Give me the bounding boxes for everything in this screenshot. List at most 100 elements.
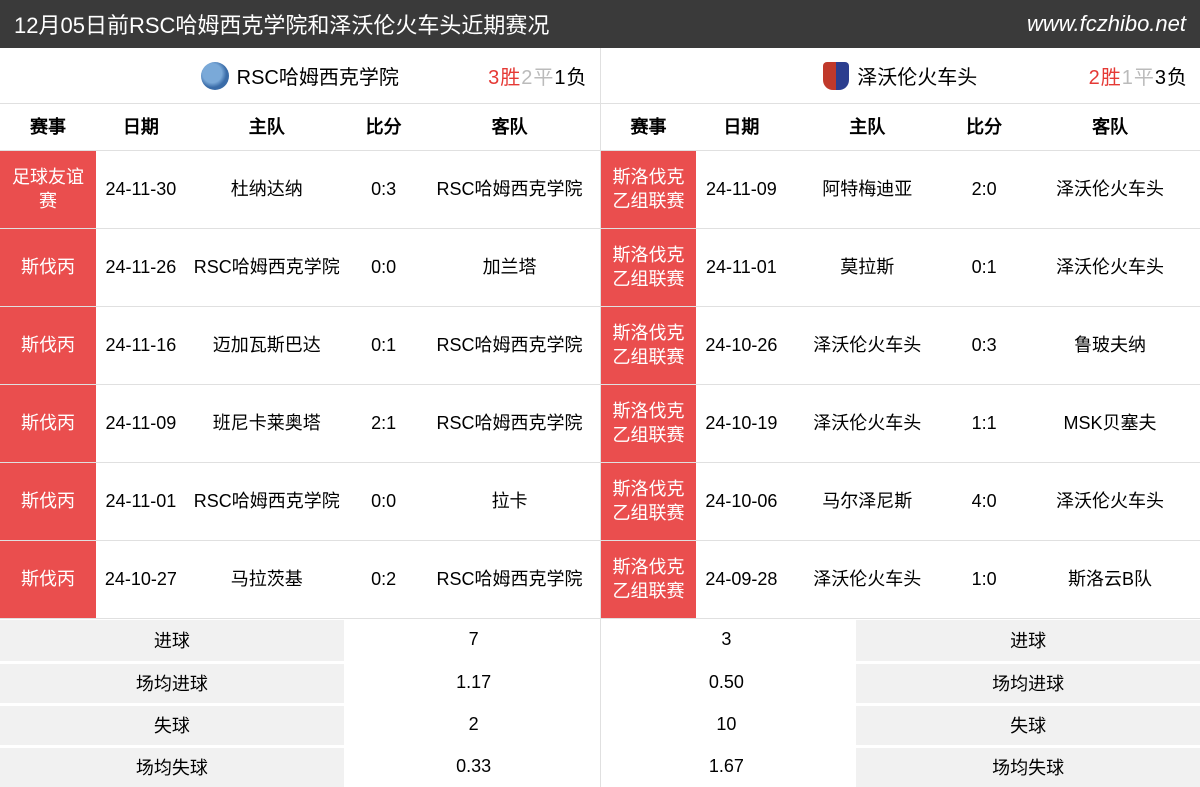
right-team-header: 泽沃伦火车头 2胜1平3负 [601,48,1200,104]
right-record-draw: 1平 [1122,67,1155,89]
col-away: 客队 [420,104,600,150]
stats-row: 场均进球 1.17 [0,661,600,703]
event-cell: 斯洛伐克乙组联赛 [601,306,697,384]
home-cell: 班尼卡莱奥塔 [186,384,348,462]
event-cell: 斯洛伐克乙组联赛 [601,540,697,618]
left-results-table: 赛事 日期 主队 比分 客队 足球友谊赛24-11-30杜纳达纳0:3RSC哈姆… [0,104,600,619]
col-date: 日期 [96,104,186,150]
event-cell: 斯洛伐克乙组联赛 [601,462,697,540]
score-cell: 0:0 [348,462,420,540]
date-cell: 24-11-16 [96,306,186,384]
left-record-loss: 1负 [554,67,587,89]
score-cell: 2:0 [948,150,1020,228]
date-cell: 24-11-09 [696,150,786,228]
score-cell: 1:1 [948,384,1020,462]
stats-row: 进球 7 [0,619,600,661]
right-team-name: 泽沃伦火车头 [857,61,977,90]
title-bar: 12月05日前RSC哈姆西克学院和泽沃伦火车头近期赛况 www.fczhibo.… [0,0,1200,48]
stats-row: 失球 2 [0,703,600,745]
stats-row: 10 失球 [601,703,1200,745]
away-cell: RSC哈姆西克学院 [420,384,600,462]
left-record-draw: 2平 [521,67,554,89]
stat-val-conceded: 10 [601,705,853,745]
right-record-loss: 3负 [1155,67,1188,89]
left-record: 3胜2平1负 [399,61,588,90]
left-team-name: RSC哈姆西克学院 [237,61,399,90]
stat-label-goals: 进球 [0,619,348,661]
date-cell: 24-11-09 [96,384,186,462]
stat-label-avg-goals: 场均进球 [0,663,348,703]
stat-val-avg-goals: 0.50 [601,663,853,703]
score-cell: 2:1 [348,384,420,462]
stat-label-avg-conceded: 场均失球 [852,747,1200,787]
date-cell: 24-11-30 [96,150,186,228]
stat-label-conceded: 失球 [852,705,1200,745]
date-cell: 24-11-01 [696,228,786,306]
col-score: 比分 [348,104,420,150]
col-event: 赛事 [601,104,697,150]
date-cell: 24-09-28 [696,540,786,618]
right-panel: 泽沃伦火车头 2胜1平3负 赛事 日期 主队 比分 客队 斯洛伐克乙组联赛24-… [601,48,1200,787]
left-team-header: RSC哈姆西克学院 3胜2平1负 [0,48,600,104]
date-cell: 24-10-06 [696,462,786,540]
table-row: 足球友谊赛24-11-30杜纳达纳0:3RSC哈姆西克学院 [0,150,600,228]
away-cell: 鲁玻夫纳 [1020,306,1200,384]
away-cell: 加兰塔 [420,228,600,306]
right-record: 2胜1平3负 [977,61,1188,90]
away-cell: RSC哈姆西克学院 [420,150,600,228]
table-row: 斯洛伐克乙组联赛24-11-09阿特梅迪亚2:0泽沃伦火车头 [601,150,1200,228]
home-cell: 杜纳达纳 [186,150,348,228]
table-row: 斯洛伐克乙组联赛24-10-19泽沃伦火车头1:1MSK贝塞夫 [601,384,1200,462]
event-cell: 斯伐丙 [0,462,96,540]
table-row: 斯伐丙24-10-27马拉茨基0:2RSC哈姆西克学院 [0,540,600,618]
date-cell: 24-10-26 [696,306,786,384]
date-cell: 24-10-27 [96,540,186,618]
stat-val-avg-goals: 1.17 [348,663,600,703]
home-cell: 迈加瓦斯巴达 [186,306,348,384]
event-cell: 斯伐丙 [0,306,96,384]
right-record-win: 2胜 [1089,67,1122,89]
left-panel: RSC哈姆西克学院 3胜2平1负 赛事 日期 主队 比分 客队 足球友谊赛24-… [0,48,601,787]
stat-val-avg-conceded: 1.67 [601,747,853,787]
left-team-crest-icon [201,62,229,90]
away-cell: 泽沃伦火车头 [1020,150,1200,228]
event-cell: 斯伐丙 [0,384,96,462]
home-cell: RSC哈姆西克学院 [186,228,348,306]
stats-row: 1.67 场均失球 [601,745,1200,787]
score-cell: 4:0 [948,462,1020,540]
away-cell: 斯洛云B队 [1020,540,1200,618]
right-team-crest-icon [823,62,849,90]
score-cell: 0:3 [948,306,1020,384]
event-cell: 斯伐丙 [0,540,96,618]
table-row: 斯伐丙24-11-01RSC哈姆西克学院0:0拉卡 [0,462,600,540]
col-home: 主队 [186,104,348,150]
date-cell: 24-11-26 [96,228,186,306]
table-row: 斯洛伐克乙组联赛24-09-28泽沃伦火车头1:0斯洛云B队 [601,540,1200,618]
event-cell: 斯洛伐克乙组联赛 [601,228,697,306]
score-cell: 1:0 [948,540,1020,618]
stat-label-avg-goals: 场均进球 [852,663,1200,703]
away-cell: 泽沃伦火车头 [1020,228,1200,306]
away-cell: 泽沃伦火车头 [1020,462,1200,540]
home-cell: 马拉茨基 [186,540,348,618]
stat-label-goals: 进球 [852,619,1200,661]
event-cell: 斯洛伐克乙组联赛 [601,384,697,462]
date-cell: 24-10-19 [696,384,786,462]
table-header-row: 赛事 日期 主队 比分 客队 [601,104,1200,150]
right-results-table: 赛事 日期 主队 比分 客队 斯洛伐克乙组联赛24-11-09阿特梅迪亚2:0泽… [601,104,1200,619]
stats-row: 3 进球 [601,619,1200,661]
home-cell: 泽沃伦火车头 [786,306,948,384]
score-cell: 0:1 [948,228,1020,306]
stat-val-avg-conceded: 0.33 [348,747,600,787]
site-url: www.fczhibo.net [1027,11,1186,37]
col-away: 客队 [1020,104,1200,150]
table-row: 斯洛伐克乙组联赛24-11-01莫拉斯0:1泽沃伦火车头 [601,228,1200,306]
home-cell: 马尔泽尼斯 [786,462,948,540]
col-home: 主队 [786,104,948,150]
left-stats: 进球 7 场均进球 1.17 失球 2 场均失球 0.33 [0,619,600,787]
col-event: 赛事 [0,104,96,150]
event-cell: 斯洛伐克乙组联赛 [601,150,697,228]
page-title: 12月05日前RSC哈姆西克学院和泽沃伦火车头近期赛况 [14,8,549,40]
score-cell: 0:0 [348,228,420,306]
table-row: 斯洛伐克乙组联赛24-10-06马尔泽尼斯4:0泽沃伦火车头 [601,462,1200,540]
